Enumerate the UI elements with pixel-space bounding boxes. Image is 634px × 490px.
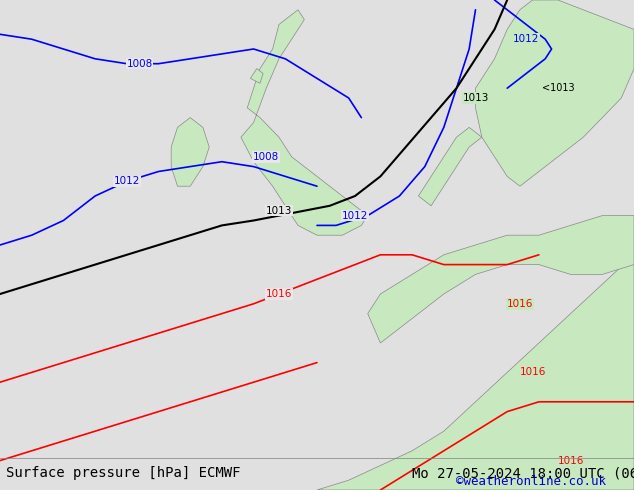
Polygon shape [171, 118, 209, 186]
Polygon shape [250, 69, 263, 83]
Text: 1013: 1013 [462, 93, 489, 103]
Text: 1008: 1008 [253, 152, 280, 162]
Polygon shape [418, 127, 482, 206]
Text: 1016: 1016 [266, 289, 292, 299]
Text: ©weatheronline.co.uk: ©weatheronline.co.uk [456, 474, 607, 488]
Text: 1016: 1016 [557, 456, 584, 466]
Polygon shape [476, 0, 634, 186]
Polygon shape [241, 10, 368, 235]
Text: 1012: 1012 [113, 176, 140, 186]
Text: <1013: <1013 [541, 83, 574, 93]
Text: 1008: 1008 [126, 59, 153, 69]
Text: 1012: 1012 [513, 34, 540, 44]
Text: 1013: 1013 [266, 206, 292, 216]
Text: 1016: 1016 [519, 368, 546, 377]
Text: Mo 27-05-2024 18:00 UTC (06+60): Mo 27-05-2024 18:00 UTC (06+60) [412, 466, 634, 480]
Polygon shape [317, 255, 634, 490]
Text: Surface pressure [hPa] ECMWF: Surface pressure [hPa] ECMWF [6, 466, 241, 480]
Polygon shape [368, 216, 634, 343]
Text: 1016: 1016 [507, 299, 533, 309]
Text: 1012: 1012 [342, 211, 368, 220]
